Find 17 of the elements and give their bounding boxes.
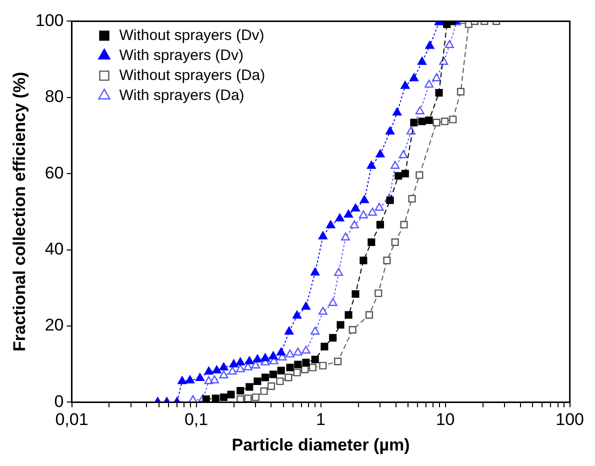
x-tick-label: 0,1 — [184, 410, 208, 430]
legend-label: Without sprayers (Dv) — [119, 26, 264, 44]
x-tick-label: 1 — [316, 410, 326, 430]
x-tick-label: 100 — [556, 410, 584, 430]
y-tick-label: 0 — [54, 392, 64, 411]
x-tick-label: 10 — [436, 410, 455, 430]
y-tick-label: 40 — [44, 239, 64, 258]
legend-label: Without sprayers (Da) — [119, 66, 266, 84]
y-tick-label: 80 — [44, 87, 64, 106]
y-tick-label: 60 — [44, 163, 64, 182]
legend-label: With sprayers (Da) — [119, 86, 244, 104]
x-axis-title: Particle diameter (µm) — [232, 435, 410, 454]
y-axis-title: Fractional collection efficiency (%) — [10, 72, 29, 352]
x-tick-label: 0,01 — [55, 410, 88, 430]
y-tick-label: 20 — [44, 316, 64, 335]
legend-label: With sprayers (Dv) — [119, 46, 244, 64]
y-tick-label: 100 — [35, 10, 64, 30]
